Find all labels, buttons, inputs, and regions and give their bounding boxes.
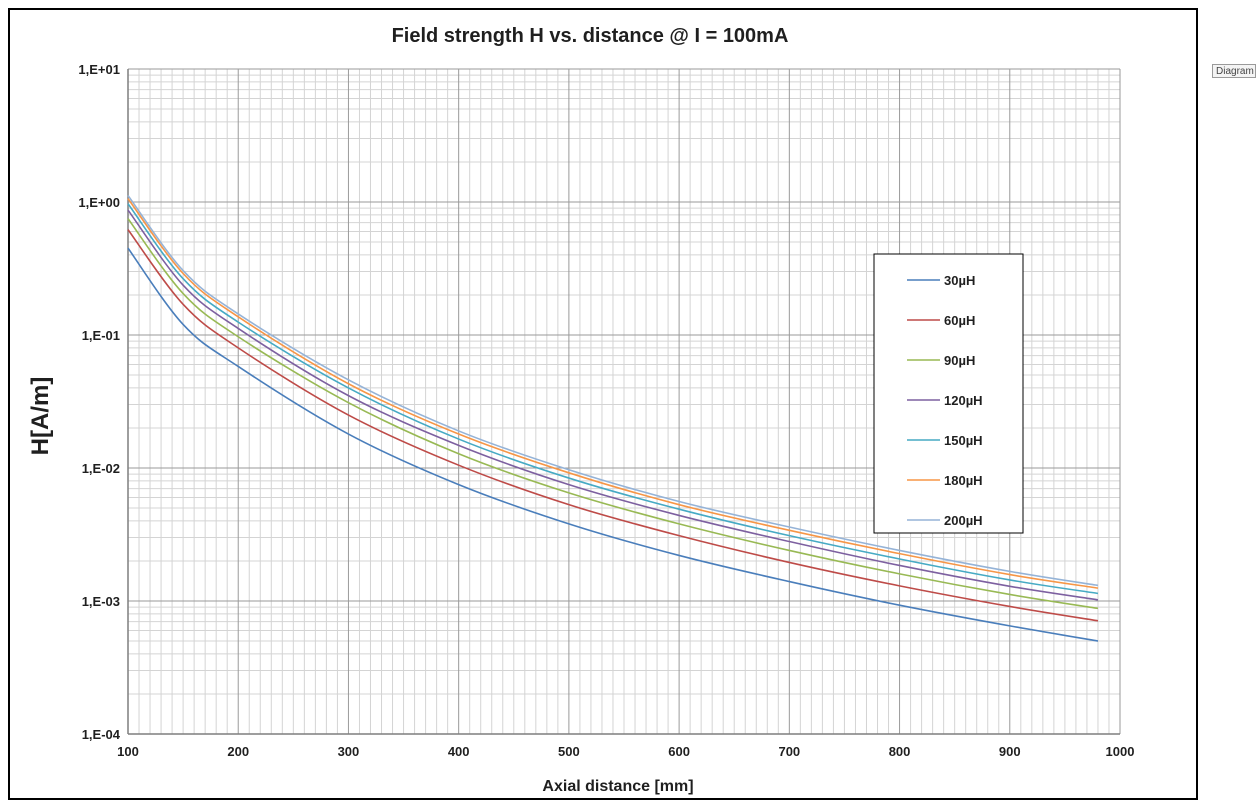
legend-label-4: 150µH xyxy=(944,433,983,448)
series-line-6 xyxy=(127,194,1099,587)
x-tick-label: 700 xyxy=(778,744,800,759)
legend-label-3: 120µH xyxy=(944,393,983,408)
x-tick-label: 600 xyxy=(668,744,690,759)
x-tick-label: 200 xyxy=(227,744,249,759)
x-tick-label: 300 xyxy=(338,744,360,759)
x-tick-label: 800 xyxy=(889,744,911,759)
x-tick-label: 100 xyxy=(117,744,139,759)
legend-label-6: 200µH xyxy=(944,513,983,528)
series-line-0 xyxy=(127,247,1099,642)
y-tick-label: 1,E+00 xyxy=(78,195,120,210)
x-tick-label: 500 xyxy=(558,744,580,759)
tick-labels: 100 200 300 400 500 600 700 800 900 1000 1,E+01 1,E… xyxy=(78,62,1134,759)
y-tick-label: 1,E+01 xyxy=(78,62,120,77)
y-tick-label: 1,E-01 xyxy=(82,328,120,343)
x-tick-label: 900 xyxy=(999,744,1021,759)
y-tick-label: 1,E-04 xyxy=(82,727,121,742)
x-axis-label: Axial distance [mm] xyxy=(542,778,693,795)
legend-box xyxy=(873,253,1024,534)
legend-label-0: 30µH xyxy=(944,273,975,288)
chart-title: Field strength H vs. distance @ I = 100m… xyxy=(392,25,789,47)
legend-label-1: 60µH xyxy=(944,313,975,328)
chart-svg: Field strength H vs. distance @ I = 100m… xyxy=(27,25,1134,795)
legend: 30µH 60µH 90µH 120µH 150µH 180µH 200µH xyxy=(873,253,1024,534)
y-tick-label: 1,E-03 xyxy=(82,594,120,609)
y-tick-label: 1,E-02 xyxy=(82,461,120,476)
series-line-3 xyxy=(127,209,1099,601)
x-tick-label: 1000 xyxy=(1106,744,1135,759)
series-layer xyxy=(127,194,1099,642)
chart-frame: Field strength H vs. distance @ I = 100m… xyxy=(8,8,1198,800)
series-line-2 xyxy=(127,218,1099,610)
legend-label-5: 180µH xyxy=(944,473,983,488)
series-line-1 xyxy=(127,229,1099,622)
y-axis-label: H[A/m] xyxy=(27,377,54,456)
series-line-4 xyxy=(127,203,1099,595)
x-tick-label: 400 xyxy=(448,744,470,759)
legend-label-2: 90µH xyxy=(944,353,975,368)
series-line-5 xyxy=(127,198,1099,589)
diagram-tab[interactable]: Diagram xyxy=(1212,64,1256,78)
